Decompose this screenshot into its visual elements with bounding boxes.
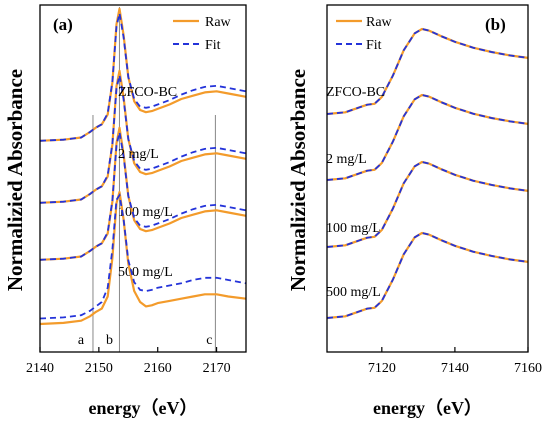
series-raw-line — [39, 190, 247, 326]
legend-raw-label: Raw — [205, 15, 232, 30]
legend-fit-label: Fit — [205, 38, 221, 53]
x-axis-label: energy（eV） — [89, 398, 198, 418]
panel-a: a b c 500 mg/L 100 mg/L 2 mg/L ZFCO-BC 2140 2150… — [3, 4, 247, 418]
series-raw-line — [326, 231, 529, 320]
x-tick-label: 7120 — [368, 361, 396, 376]
legend: Raw Fit — [336, 15, 393, 53]
x-axis-label: energy（eV） — [373, 398, 482, 418]
x-tick-label: 2150 — [85, 361, 113, 376]
legend: Raw Fit — [173, 15, 232, 53]
series-fit-line — [326, 232, 529, 319]
x-tick-label: 2170 — [203, 361, 231, 376]
marker-label-c: c — [206, 333, 212, 348]
series-fit-line — [39, 132, 247, 261]
x-tick-label: 7140 — [441, 361, 469, 376]
series-raw-line — [39, 126, 247, 261]
x-tick-label: 2160 — [144, 361, 172, 376]
series-fit-line — [39, 75, 247, 204]
marker-label-a: a — [78, 333, 85, 348]
series-label: 500 mg/L — [326, 285, 381, 300]
panel-b: 500 mg/L 100 mg/L 2 mg/L ZFCO-BC 7120 7140 716… — [286, 4, 542, 418]
panel-label: (b) — [485, 15, 506, 34]
series-raw-line — [39, 7, 247, 142]
series-label: 2 mg/L — [118, 147, 159, 162]
series-fit-line — [326, 94, 529, 181]
series-label: 100 mg/L — [326, 221, 381, 236]
legend-fit-label: Fit — [366, 38, 382, 53]
series-label: 100 mg/L — [118, 205, 173, 220]
series-label: ZFCO-BC — [118, 85, 177, 100]
x-tick-label: 2140 — [26, 361, 54, 376]
x-tick-label: 7160 — [514, 361, 542, 376]
plot-frame — [39, 4, 247, 353]
panel-label: (a) — [53, 15, 73, 34]
series-fit-line — [39, 192, 247, 320]
series-label: 500 mg/L — [118, 265, 173, 280]
legend-raw-label: Raw — [366, 15, 393, 30]
series-fit-line — [326, 28, 529, 115]
marker-label-b: b — [106, 333, 113, 348]
series-label: 2 mg/L — [326, 152, 367, 167]
series-raw-line — [326, 27, 529, 116]
series-label: ZFCO-BC — [326, 85, 385, 100]
series-raw-line — [39, 69, 247, 204]
series-fit-line — [326, 161, 529, 248]
y-axis-label: Normalizied Absorbance — [3, 69, 27, 291]
y-axis-label: Normalizied Absorbance — [286, 69, 310, 291]
series-fit-line — [39, 13, 247, 142]
plot-frame — [326, 4, 529, 353]
